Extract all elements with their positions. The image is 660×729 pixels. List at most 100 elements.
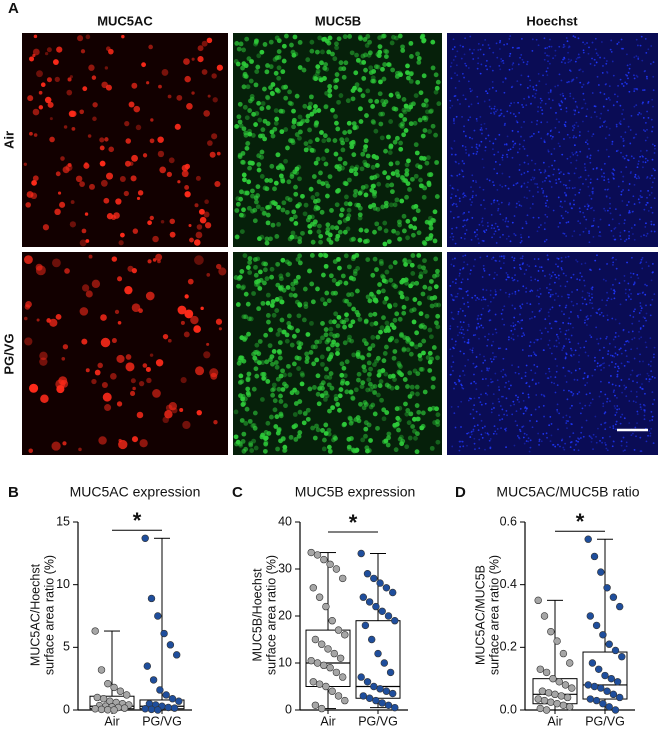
cell xyxy=(616,373,619,376)
cell xyxy=(131,82,138,89)
cell xyxy=(618,385,621,387)
cell xyxy=(372,256,378,262)
cell xyxy=(518,143,521,146)
cell xyxy=(313,344,318,350)
cell xyxy=(501,375,504,378)
cell xyxy=(380,111,386,117)
cell xyxy=(575,58,578,60)
data-point xyxy=(341,696,349,705)
data-point xyxy=(555,678,563,686)
cell xyxy=(353,188,359,194)
cell xyxy=(472,334,475,337)
cell xyxy=(339,207,345,213)
cell xyxy=(433,284,439,290)
cell xyxy=(297,239,303,245)
cell xyxy=(245,386,251,392)
cell xyxy=(650,230,653,233)
cell xyxy=(515,120,518,122)
cell xyxy=(280,166,286,171)
cell xyxy=(337,156,343,162)
cell xyxy=(276,426,282,432)
cell xyxy=(501,154,504,157)
cell xyxy=(512,146,515,149)
data-point xyxy=(365,598,374,606)
cell xyxy=(136,411,144,419)
cell xyxy=(461,159,464,162)
cell xyxy=(409,54,414,59)
cell xyxy=(579,437,582,439)
cell xyxy=(549,288,552,291)
cell xyxy=(504,77,507,80)
cell xyxy=(197,56,204,63)
cell xyxy=(614,226,617,229)
cell xyxy=(635,435,637,438)
cell xyxy=(367,50,373,56)
cell xyxy=(483,269,486,272)
cell xyxy=(475,410,478,413)
cell xyxy=(535,123,538,126)
cell xyxy=(620,38,623,41)
cell xyxy=(252,257,258,262)
cell xyxy=(252,425,258,431)
cell xyxy=(513,444,516,447)
cell xyxy=(177,180,181,184)
cell xyxy=(460,288,463,290)
cell xyxy=(456,174,459,177)
cell xyxy=(646,77,648,80)
cell xyxy=(243,130,249,136)
cell xyxy=(526,263,529,266)
cell xyxy=(601,437,604,439)
cell xyxy=(335,323,341,329)
cell xyxy=(346,337,352,343)
cell xyxy=(475,299,477,302)
cell xyxy=(295,328,301,334)
cell xyxy=(582,49,585,52)
cell xyxy=(570,347,572,350)
cell xyxy=(248,316,254,322)
cell xyxy=(264,240,270,246)
cell xyxy=(471,349,474,352)
data-point xyxy=(175,697,183,705)
cell xyxy=(492,358,495,361)
cell xyxy=(454,295,457,298)
cell xyxy=(587,130,590,133)
cell xyxy=(545,432,548,435)
cell xyxy=(469,90,472,93)
cell xyxy=(569,92,572,95)
cell xyxy=(318,170,323,176)
cell xyxy=(576,302,578,305)
cell xyxy=(335,347,341,353)
cell xyxy=(477,314,480,317)
cell xyxy=(568,294,570,296)
cell xyxy=(634,308,636,311)
cell xyxy=(449,236,452,239)
cell xyxy=(623,449,626,452)
cell xyxy=(506,135,509,138)
cell xyxy=(39,351,48,361)
cell xyxy=(399,198,405,204)
cell xyxy=(374,267,379,272)
cell xyxy=(292,214,298,220)
cell xyxy=(578,354,581,357)
cell xyxy=(558,327,561,330)
cell xyxy=(310,195,316,200)
cell xyxy=(462,267,465,269)
cell xyxy=(530,121,533,124)
cell xyxy=(257,117,263,123)
cell xyxy=(353,171,359,177)
cell xyxy=(518,437,521,440)
cell xyxy=(372,193,377,199)
cell xyxy=(481,224,484,227)
cell xyxy=(307,127,312,133)
cell xyxy=(591,192,594,195)
cell xyxy=(297,301,302,307)
cell xyxy=(85,239,90,243)
cell xyxy=(553,299,556,301)
data-point xyxy=(615,602,624,611)
cell xyxy=(588,232,590,234)
cell xyxy=(608,127,611,130)
cell xyxy=(240,159,246,165)
cell xyxy=(609,354,612,357)
cell xyxy=(606,71,609,74)
cell xyxy=(362,368,368,373)
